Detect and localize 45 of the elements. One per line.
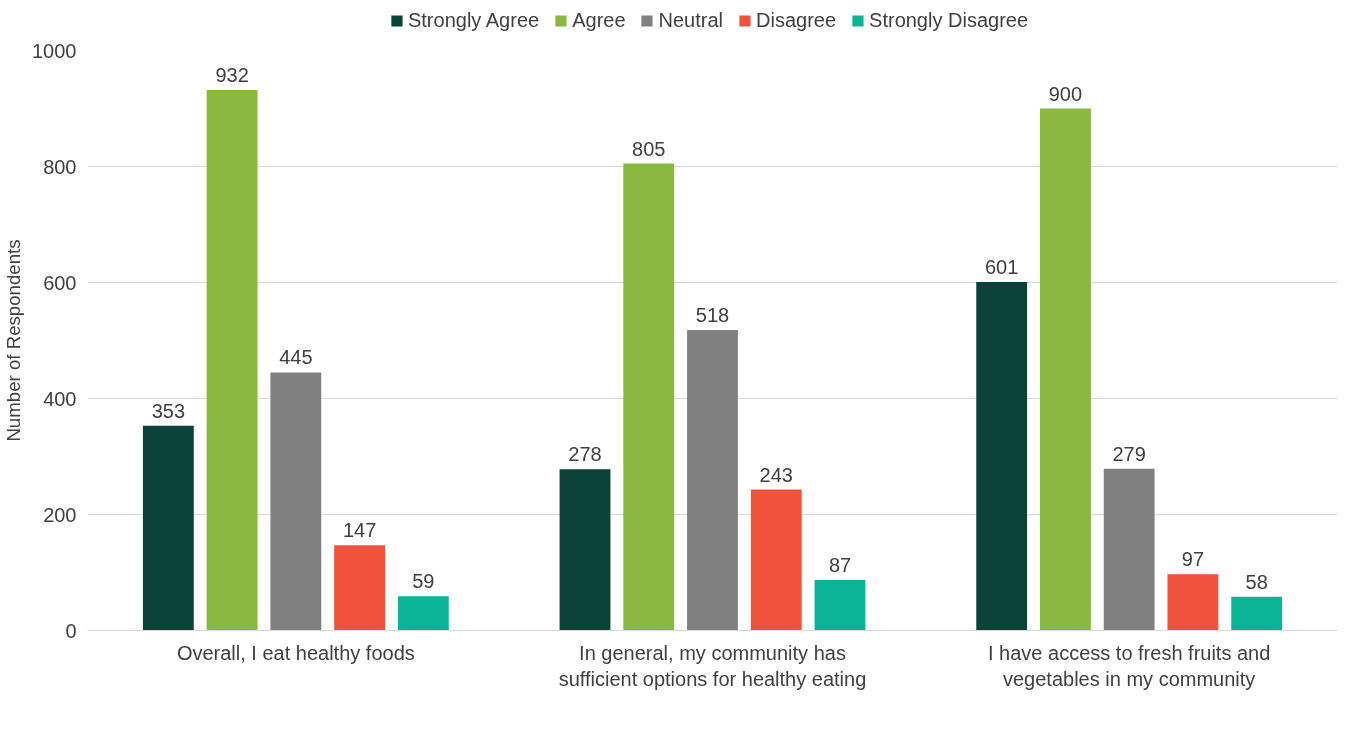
y-tick-label: 200 (43, 503, 77, 526)
data-label: 147 (342, 519, 377, 542)
data-label: 900 (1048, 82, 1083, 105)
bar (1040, 108, 1091, 631)
y-axis-title: Number of Respondents (3, 239, 25, 442)
y-tick-label: 0 (65, 619, 77, 642)
legend-label: Strongly Agree (407, 8, 540, 32)
data-label: 97 (1181, 548, 1205, 571)
data-label: 445 (279, 346, 313, 369)
bar (623, 163, 675, 631)
legend-label: Agree (572, 8, 626, 32)
data-label: 59 (412, 570, 435, 593)
data-label: 805 (632, 137, 666, 160)
data-label: 243 (759, 463, 793, 486)
bar (1167, 574, 1219, 631)
bar (270, 372, 322, 631)
data-label: 278 (568, 443, 602, 466)
data-label: 601 (984, 255, 1019, 278)
bar (687, 330, 738, 631)
y-tick-label: 600 (43, 271, 77, 294)
bar (206, 89, 258, 631)
x-tick-label: In general, my community has sufficient options for healthy eating (558, 641, 867, 690)
data-label: 279 (1112, 442, 1146, 465)
legend-label: Neutral (658, 8, 724, 32)
bar (814, 580, 866, 631)
bar (1103, 468, 1155, 631)
y-tick-label: 800 (43, 155, 77, 178)
bar (334, 545, 385, 631)
data-label: 87 (828, 554, 852, 577)
bar (142, 425, 194, 631)
legend-label: Strongly Disagree (869, 8, 1029, 32)
bar (976, 281, 1028, 631)
x-tick-label: Overall, I eat healthy foods (176, 641, 415, 664)
data-label: 353 (151, 399, 186, 422)
bar (397, 596, 449, 631)
bar (1231, 596, 1283, 631)
data-label: 932 (215, 63, 249, 86)
y-tick-label: 400 (43, 387, 77, 410)
x-tick-label: I have access to fresh fruits and vegetables in my community (987, 641, 1271, 690)
legend-label: Disagree (756, 8, 837, 32)
bar (559, 469, 611, 631)
data-label: 518 (695, 304, 730, 327)
bar (750, 489, 802, 631)
data-label: 58 (1245, 570, 1268, 593)
y-tick-label: 1000 (32, 39, 77, 62)
